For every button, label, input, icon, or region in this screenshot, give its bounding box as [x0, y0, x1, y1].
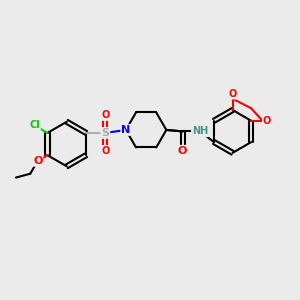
Text: O: O: [178, 146, 188, 156]
Text: Cl: Cl: [29, 121, 40, 130]
Text: N: N: [121, 125, 130, 135]
Text: O: O: [101, 110, 110, 120]
Text: O: O: [101, 146, 110, 156]
Text: S: S: [101, 128, 110, 138]
Text: O: O: [263, 116, 271, 126]
Text: O: O: [229, 89, 237, 99]
Text: O: O: [33, 156, 42, 166]
Text: NH: NH: [192, 126, 208, 136]
